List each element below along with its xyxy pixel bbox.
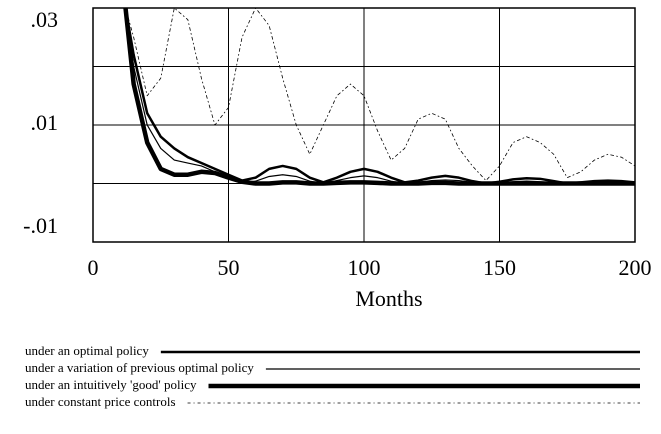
x-tick-label: 150	[483, 255, 516, 280]
x-tick-label: 50	[218, 255, 240, 280]
y-tick-label: .01	[31, 110, 59, 135]
x-axis-label: Months	[355, 286, 422, 311]
legend-label: under constant price controls	[25, 394, 176, 409]
y-tick-label: -.01	[23, 213, 58, 238]
x-tick-label: 200	[619, 255, 652, 280]
series-line	[123, 8, 635, 186]
series-line	[125, 8, 635, 181]
x-tick-label: 100	[348, 255, 381, 280]
y-tick-label: .03	[31, 7, 59, 32]
series-line	[124, 8, 635, 185]
x-tick-label: 0	[88, 255, 99, 280]
legend-label: under a variation of previous optimal po…	[25, 360, 254, 375]
legend-label: under an intuitively 'good' policy	[25, 377, 197, 392]
series-line	[124, 8, 635, 185]
legend-label: under an optimal policy	[25, 343, 149, 358]
plot-lines	[123, 8, 635, 186]
plot-frame	[92, 7, 636, 243]
